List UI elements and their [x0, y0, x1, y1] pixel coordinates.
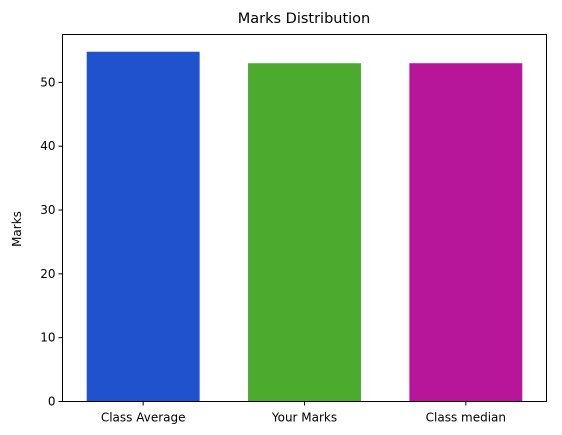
y-axis-label: Marks: [10, 211, 24, 247]
bar-your-marks: [248, 63, 361, 401]
y-tick-label: 10: [40, 331, 55, 345]
y-ticks-group: 0 10 20 30 40 50: [40, 75, 62, 408]
chart-title: Marks Distribution: [238, 11, 371, 27]
y-tick-label: 0: [48, 395, 56, 409]
bar-class-median: [409, 63, 522, 401]
y-tick-label: 20: [40, 267, 55, 281]
x-tick-label: Class Average: [101, 411, 186, 425]
x-tick-label: Class median: [426, 411, 506, 425]
x-tick-label: Your Marks: [271, 411, 337, 425]
y-tick-label: 40: [40, 139, 55, 153]
y-tick-label: 50: [40, 75, 55, 89]
bars-group: [87, 52, 523, 402]
bar-class-average: [87, 52, 200, 402]
y-tick-label: 30: [40, 203, 55, 217]
x-ticks-group: Class Average Your Marks Class median: [101, 402, 506, 425]
